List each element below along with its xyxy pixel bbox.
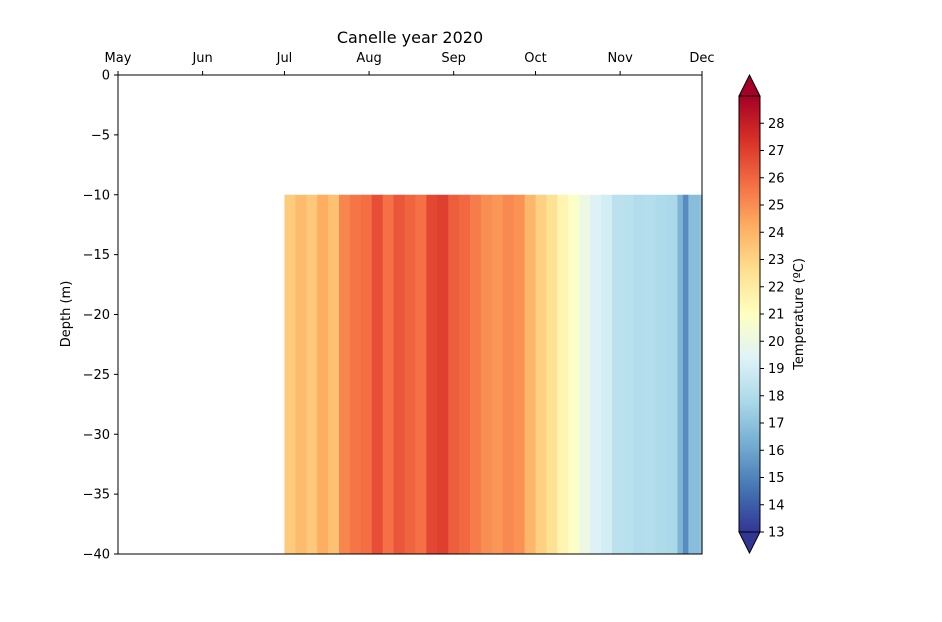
y-tick-label: −30: [83, 428, 110, 443]
y-tick-label: −40: [83, 548, 110, 563]
heat-strip: [426, 194, 438, 554]
heat-strip: [480, 194, 493, 554]
heat-strip: [644, 194, 657, 554]
heatmap-strips: [284, 194, 703, 554]
colorbar-tick-label: 23: [768, 253, 785, 268]
y-tick-label: −10: [83, 188, 110, 203]
colorbar-ticks: 13 14 15 16 17 18 19 20 21 22 23 24 25 26 27 28: [760, 117, 785, 541]
colorbar-gradient: [739, 96, 760, 532]
y-tick-label: −35: [83, 488, 110, 503]
heat-strip: [437, 194, 449, 554]
x-tick-label: Oct: [524, 51, 546, 66]
heat-strip: [546, 194, 558, 554]
x-tick-label: Nov: [607, 51, 633, 66]
colorbar-label: Temperature (ºC): [792, 258, 807, 371]
y-tick-label: 0: [102, 69, 110, 84]
heat-strip: [590, 194, 602, 554]
colorbar-tick-label: 15: [768, 471, 785, 486]
colorbar-extend-min: [738, 531, 761, 555]
heat-strip: [317, 194, 329, 554]
y-axis: 0 −5 −10 −15 −20 −25 −30 −35 −40: [83, 69, 118, 563]
colorbar-tick-label: 14: [768, 498, 785, 513]
heat-strip: [579, 194, 591, 554]
heat-strip: [404, 194, 417, 554]
heat-strip: [688, 194, 700, 554]
x-tick-label: May: [105, 51, 132, 66]
colorbar-tick-label: 24: [768, 226, 785, 241]
x-tick-label: Jul: [276, 51, 293, 66]
heat-strip: [339, 194, 351, 554]
heat-strip: [622, 194, 635, 554]
colorbar-tick-label: 17: [768, 417, 785, 432]
colorbar-extend-max: [738, 73, 761, 97]
heat-strip: [393, 194, 406, 554]
heat-strip: [655, 194, 668, 554]
colorbar-tick-label: 28: [768, 117, 785, 132]
colorbar-tick-label: 21: [768, 308, 785, 323]
x-tick-label: Dec: [689, 51, 714, 66]
y-tick-label: −5: [91, 128, 110, 143]
x-tick-label: Jun: [191, 51, 212, 66]
y-tick-label: −20: [83, 308, 110, 323]
heat-strip: [295, 194, 307, 554]
heat-strip: [633, 194, 646, 554]
colorbar-tick-label: 13: [768, 526, 785, 541]
heat-strip: [513, 194, 526, 554]
colorbar-tick-label: 26: [768, 171, 785, 186]
heat-strip: [502, 194, 515, 554]
heat-strip: [524, 194, 537, 554]
heat-strip: [284, 194, 296, 554]
heat-strip: [382, 194, 395, 554]
heat-strip: [666, 194, 679, 554]
heat-strip: [557, 194, 569, 554]
heat-strip: [682, 194, 689, 554]
x-tick-label: Sep: [441, 51, 466, 66]
y-axis-label: Depth (m): [59, 281, 74, 348]
heat-strip: [491, 194, 504, 554]
colorbar-tick-label: 20: [768, 335, 785, 350]
heat-strip: [568, 194, 580, 554]
y-tick-label: −15: [83, 248, 110, 263]
heat-strip: [371, 194, 384, 554]
heat-strip: [459, 194, 471, 554]
heat-strip: [699, 194, 703, 554]
y-tick-label: −25: [83, 368, 110, 383]
x-axis: May Jun Jul Aug Sep Oct Nov Dec: [105, 51, 715, 75]
heat-strip: [328, 194, 340, 554]
heat-strip: [535, 194, 548, 554]
heat-strip: [677, 194, 684, 554]
heat-strip: [470, 194, 482, 554]
x-tick-label: Aug: [356, 51, 381, 66]
colorbar: 13 14 15 16 17 18 19 20 21 22 23 24 25 26 27 28: [738, 73, 785, 555]
colorbar-tick-label: 22: [768, 280, 785, 295]
heat-strip: [306, 194, 318, 554]
colorbar-tick-label: 16: [768, 444, 785, 459]
colorbar-tick-label: 25: [768, 199, 785, 214]
colorbar-tick-label: 27: [768, 144, 785, 159]
heat-strip: [601, 194, 613, 554]
heat-strip: [448, 194, 460, 554]
heat-strip: [611, 194, 624, 554]
heat-strip: [415, 194, 427, 554]
heat-strip: [349, 194, 362, 554]
heat-strip: [360, 194, 373, 554]
colorbar-tick-label: 19: [768, 362, 785, 377]
colorbar-tick-label: 18: [768, 389, 785, 404]
chart-title: Canelle year 2020: [337, 28, 483, 47]
